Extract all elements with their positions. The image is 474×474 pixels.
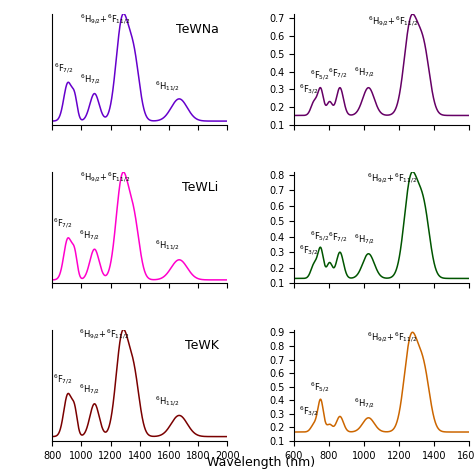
- Text: $^{6}$H$_{9/2}$+$^{6}$F$_{11/2}$: $^{6}$H$_{9/2}$+$^{6}$F$_{11/2}$: [368, 14, 418, 28]
- Text: $^{6}$F$_{7/2}$: $^{6}$F$_{7/2}$: [54, 62, 73, 75]
- Text: $^{6}$F$_{5/2}$: $^{6}$F$_{5/2}$: [310, 381, 329, 395]
- Text: $^{6}$H$_{7/2}$: $^{6}$H$_{7/2}$: [79, 383, 100, 397]
- Text: $^{6}$F$_{3/2}$: $^{6}$F$_{3/2}$: [300, 405, 319, 419]
- Text: $^{6}$H$_{11/2}$: $^{6}$H$_{11/2}$: [155, 239, 180, 254]
- Text: $^{6}$F$_{7/2}$: $^{6}$F$_{7/2}$: [328, 67, 348, 81]
- Text: $^{6}$F$_{3/2}$: $^{6}$F$_{3/2}$: [300, 244, 319, 258]
- Text: $^{6}$H$_{7/2}$: $^{6}$H$_{7/2}$: [354, 233, 375, 247]
- Text: $^{6}$H$_{9/2}$+$^{6}$F$_{11/2}$: $^{6}$H$_{9/2}$+$^{6}$F$_{11/2}$: [80, 171, 130, 185]
- Text: $^{6}$H$_{7/2}$: $^{6}$H$_{7/2}$: [80, 73, 100, 87]
- Text: $^{6}$H$_{9/2}$+$^{6}$F$_{11/2}$: $^{6}$H$_{9/2}$+$^{6}$F$_{11/2}$: [80, 13, 130, 27]
- Text: $^{6}$H$_{7/2}$: $^{6}$H$_{7/2}$: [354, 65, 375, 80]
- Text: $^{6}$F$_{5/2}$: $^{6}$F$_{5/2}$: [310, 229, 329, 244]
- Text: $^{6}$H$_{9/2}$+$^{6}$F$_{11/2}$: $^{6}$H$_{9/2}$+$^{6}$F$_{11/2}$: [367, 330, 418, 345]
- Text: $^{6}$F$_{7/2}$: $^{6}$F$_{7/2}$: [328, 231, 347, 245]
- Text: $^{6}$H$_{7/2}$: $^{6}$H$_{7/2}$: [79, 228, 100, 243]
- Text: $^{6}$H$_{7/2}$: $^{6}$H$_{7/2}$: [354, 397, 375, 411]
- Text: $^{6}$H$_{9/2}$+$^{6}$F$_{11/2}$: $^{6}$H$_{9/2}$+$^{6}$F$_{11/2}$: [79, 328, 129, 342]
- Text: $^{6}$H$_{11/2}$: $^{6}$H$_{11/2}$: [155, 79, 180, 93]
- Text: $^{6}$F$_{5/2}$: $^{6}$F$_{5/2}$: [310, 69, 329, 83]
- Text: $^{6}$H$_{9/2}$+$^{6}$F$_{11/2}$: $^{6}$H$_{9/2}$+$^{6}$F$_{11/2}$: [367, 172, 418, 186]
- Text: TeWLi: TeWLi: [182, 181, 219, 194]
- Text: TeWNa: TeWNa: [176, 23, 219, 36]
- Text: $^{6}$F$_{3/2}$: $^{6}$F$_{3/2}$: [300, 82, 319, 97]
- Text: $^{6}$F$_{7/2}$: $^{6}$F$_{7/2}$: [53, 217, 72, 231]
- Text: TeWK: TeWK: [185, 338, 219, 352]
- Text: $^{6}$H$_{11/2}$: $^{6}$H$_{11/2}$: [155, 395, 180, 409]
- Text: Wavelength (nm): Wavelength (nm): [207, 456, 315, 469]
- Text: $^{6}$F$_{7/2}$: $^{6}$F$_{7/2}$: [53, 373, 72, 387]
